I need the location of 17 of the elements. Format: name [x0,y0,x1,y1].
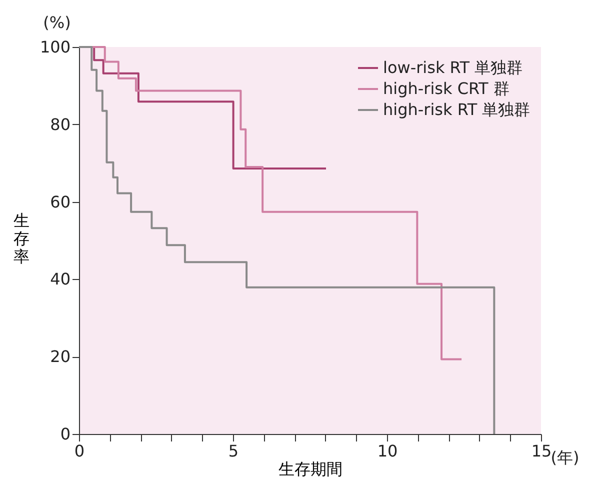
text: (%) [43,13,71,32]
y-tick-label: 20 [50,347,70,366]
x-tick-label: 5 [228,442,239,460]
y-axis-title: 生存率 [14,211,30,266]
x-tick-label: 0 [74,442,85,460]
y-tick-label: 100 [40,38,70,56]
legend-label: high-risk RT 単独群 [383,100,530,119]
x-tick-label: 15 [531,442,552,460]
x-tick-label: 10 [377,442,398,460]
text: (年) [550,448,580,467]
legend-label: low-risk RT 単独群 [383,58,523,77]
y-tick-label: 60 [50,192,70,212]
y-tick-label: 40 [50,270,70,289]
x-axis-title: 生存期間 [278,460,342,478]
legend-label: high-risk CRT 群 [383,79,510,98]
y-tick-label: 0 [60,424,70,444]
y-tick-label: 80 [50,114,70,134]
